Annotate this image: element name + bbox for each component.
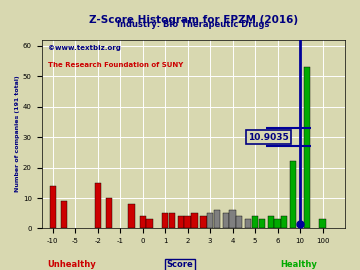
Bar	[236, 216, 243, 228]
Bar	[290, 161, 296, 228]
Bar	[184, 216, 191, 228]
Bar	[245, 219, 252, 228]
Bar	[140, 216, 146, 228]
Bar	[50, 186, 56, 228]
Bar	[281, 216, 287, 228]
Text: Industry: Bio Therapeutic Drugs: Industry: Bio Therapeutic Drugs	[117, 20, 269, 29]
Text: ©www.textbiz.org: ©www.textbiz.org	[48, 45, 121, 51]
Bar	[61, 201, 67, 228]
Y-axis label: Number of companies (191 total): Number of companies (191 total)	[15, 76, 20, 193]
Bar	[268, 216, 274, 228]
Bar	[169, 213, 175, 228]
Text: The Research Foundation of SUNY: The Research Foundation of SUNY	[48, 62, 183, 68]
Bar	[259, 219, 265, 228]
Bar	[95, 183, 101, 228]
Bar	[191, 213, 198, 228]
Bar	[128, 204, 135, 228]
Bar	[162, 213, 168, 228]
Bar	[252, 216, 258, 228]
Bar	[146, 219, 153, 228]
Bar	[200, 216, 207, 228]
Bar	[207, 213, 213, 228]
Text: Unhealthy: Unhealthy	[47, 260, 95, 269]
Text: Score: Score	[167, 260, 193, 269]
Text: 10.9035: 10.9035	[248, 133, 289, 142]
Bar	[229, 210, 236, 228]
Bar	[214, 210, 220, 228]
Title: Z-Score Histogram for EPZM (2016): Z-Score Histogram for EPZM (2016)	[89, 15, 298, 25]
Bar	[303, 67, 310, 228]
Bar	[274, 219, 281, 228]
Bar	[223, 213, 229, 228]
Bar	[319, 219, 326, 228]
Text: Healthy: Healthy	[280, 260, 317, 269]
Bar	[106, 198, 112, 228]
Bar	[178, 216, 184, 228]
